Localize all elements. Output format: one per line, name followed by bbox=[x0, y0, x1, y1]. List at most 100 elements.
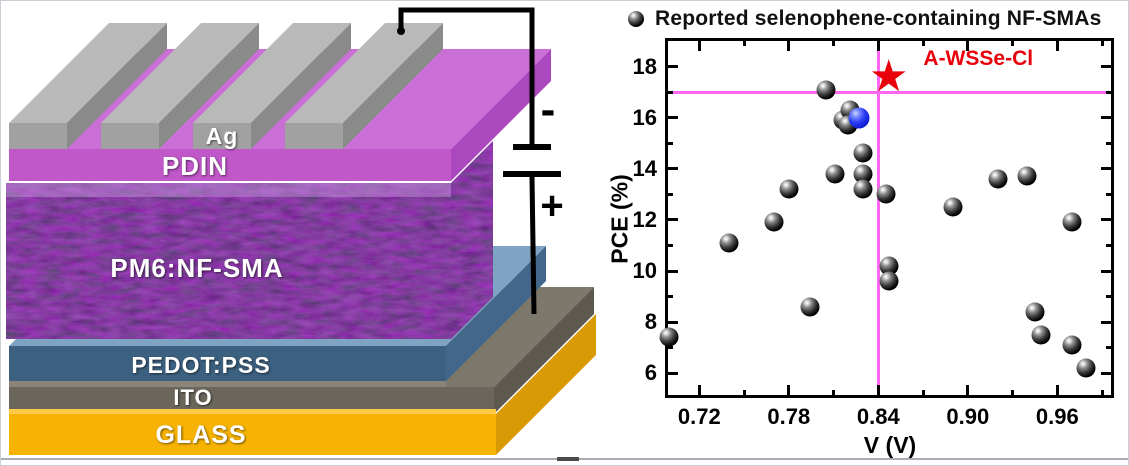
x-tick bbox=[832, 390, 836, 395]
x-tick bbox=[787, 41, 791, 51]
y-tick bbox=[1106, 192, 1111, 196]
ito-top-sliver bbox=[9, 381, 446, 387]
data-point bbox=[659, 327, 679, 347]
data-point bbox=[816, 80, 836, 100]
pdin-side-face bbox=[451, 49, 551, 181]
y-tick bbox=[668, 90, 673, 94]
device-structure-diagram: - + Ag PDIN PM6:NF-SMA PEDOT:PSS ITO GLA… bbox=[6, 7, 596, 455]
x-tick bbox=[1011, 41, 1015, 46]
legend-label: Reported selenophene-containing NF-SMAs bbox=[655, 7, 1102, 30]
plot-inner: ★ A-WSSe-Cl bbox=[659, 41, 1111, 395]
crosshair-horizontal bbox=[668, 90, 1111, 94]
y-tick bbox=[1101, 65, 1111, 69]
y-axis-title: PCE (%) bbox=[606, 174, 633, 264]
crosshair-vertical bbox=[876, 41, 880, 395]
data-point bbox=[764, 212, 784, 232]
data-point bbox=[988, 169, 1008, 189]
y-tick-label: 6 bbox=[644, 360, 657, 386]
y-tick bbox=[1106, 346, 1111, 350]
pdin-front-face bbox=[9, 149, 451, 181]
x-tick bbox=[966, 385, 970, 395]
data-point bbox=[779, 179, 799, 199]
x-tick bbox=[876, 385, 880, 395]
page-bottom-rule-mark bbox=[557, 457, 579, 461]
x-tick bbox=[697, 385, 701, 395]
y-tick bbox=[1101, 167, 1111, 171]
pedot-label: PEDOT:PSS bbox=[131, 352, 270, 378]
chart-legend: Reported selenophene-containing NF-SMAs bbox=[628, 7, 1102, 31]
x-tick-label: 0.78 bbox=[767, 404, 811, 429]
x-axis-title: V (V) bbox=[863, 432, 917, 458]
y-tick bbox=[1101, 218, 1111, 222]
plot-area: ★ A-WSSe-Cl bbox=[659, 38, 1114, 398]
pedot-side-face bbox=[446, 246, 546, 381]
data-point bbox=[1025, 302, 1045, 322]
y-tick bbox=[1101, 116, 1111, 120]
data-point bbox=[1076, 358, 1096, 378]
data-point bbox=[1017, 166, 1037, 186]
data-point-highlight bbox=[848, 107, 870, 129]
legend-sphere-icon bbox=[628, 11, 644, 27]
x-tick bbox=[1055, 385, 1059, 395]
x-tick bbox=[832, 41, 836, 46]
y-tick-label: 18 bbox=[632, 53, 657, 79]
y-tick bbox=[668, 192, 673, 196]
star-marker: ★ bbox=[869, 51, 909, 103]
battery-negative-plate bbox=[513, 144, 551, 150]
x-tick bbox=[1100, 390, 1104, 395]
ito-front-face bbox=[9, 387, 494, 409]
x-tick bbox=[921, 41, 925, 46]
y-tick bbox=[668, 320, 678, 324]
data-point bbox=[719, 233, 739, 253]
x-tick bbox=[1100, 41, 1104, 46]
x-tick bbox=[787, 385, 791, 395]
ito-label: ITO bbox=[173, 385, 212, 410]
y-tick bbox=[668, 371, 678, 375]
y-tick-label: 16 bbox=[632, 104, 657, 130]
data-point bbox=[853, 143, 873, 163]
y-tick-label: 12 bbox=[632, 206, 657, 232]
x-tick bbox=[966, 41, 970, 51]
data-point bbox=[853, 164, 873, 184]
x-tick bbox=[876, 41, 880, 51]
y-tick bbox=[1106, 90, 1111, 94]
x-tick-label: 0.90 bbox=[946, 404, 990, 429]
glass-top-sliver bbox=[9, 409, 496, 414]
x-tick-label: 0.72 bbox=[677, 404, 721, 429]
y-tick bbox=[1106, 295, 1111, 299]
positive-terminal-label: + bbox=[540, 184, 563, 228]
y-tick-label: 14 bbox=[632, 155, 657, 181]
y-tick-label: 8 bbox=[644, 309, 657, 335]
wire-contact-top bbox=[397, 27, 405, 35]
ag-electrode-bars bbox=[9, 23, 443, 149]
y-tick bbox=[668, 167, 678, 171]
y-tick bbox=[668, 346, 673, 350]
data-point bbox=[825, 164, 845, 184]
ito-side-face bbox=[494, 287, 594, 414]
x-tick-label: 0.96 bbox=[1035, 404, 1079, 429]
data-point bbox=[800, 297, 820, 317]
data-point bbox=[879, 271, 899, 291]
active-layer-label: PM6:NF-SMA bbox=[110, 253, 283, 283]
pedot-front-face bbox=[9, 346, 446, 381]
data-point bbox=[853, 179, 873, 199]
data-point bbox=[879, 256, 899, 276]
data-point bbox=[943, 197, 963, 217]
y-tick bbox=[668, 295, 673, 299]
y-tick bbox=[668, 141, 673, 145]
battery-positive-plate bbox=[503, 171, 561, 177]
x-tick bbox=[1055, 41, 1059, 51]
x-tick bbox=[742, 41, 746, 46]
data-point bbox=[1062, 335, 1082, 355]
pce-voltage-chart: Reported selenophene-containing NF-SMAs … bbox=[561, 1, 1128, 465]
y-tick bbox=[668, 116, 678, 120]
y-tick bbox=[1106, 141, 1111, 145]
y-tick-label: 10 bbox=[632, 258, 657, 284]
negative-terminal-label: - bbox=[541, 85, 556, 134]
glass-front-face bbox=[9, 414, 496, 455]
data-point bbox=[1031, 325, 1051, 345]
y-tick bbox=[1101, 320, 1111, 324]
x-tick bbox=[921, 390, 925, 395]
ag-label: Ag bbox=[206, 123, 239, 149]
